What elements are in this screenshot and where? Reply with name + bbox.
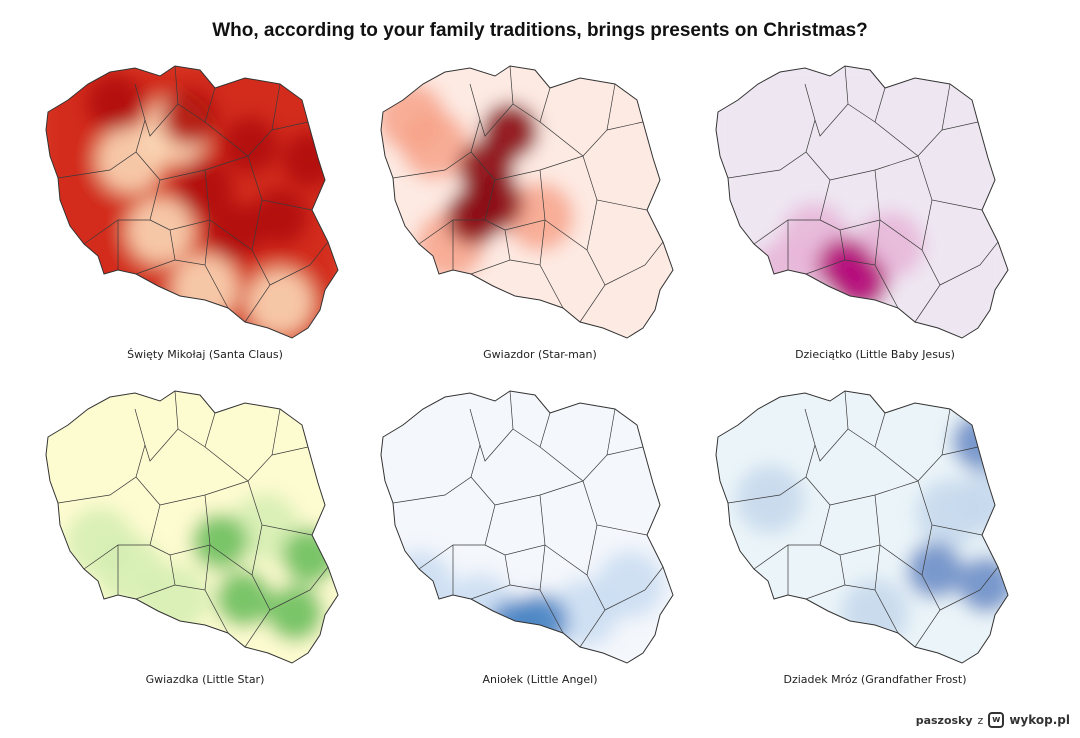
high-density-spot bbox=[162, 89, 218, 145]
high-density-spot bbox=[216, 570, 272, 627]
credit-user: paszosky bbox=[915, 713, 973, 727]
low-density-spot bbox=[736, 465, 804, 533]
map-title: Who, according to your family traditions… bbox=[212, 20, 868, 41]
region-border bbox=[814, 391, 849, 462]
region-border bbox=[819, 494, 881, 556]
density-layer bbox=[381, 66, 673, 338]
high-density-spot bbox=[282, 528, 338, 584]
high-density-spot bbox=[87, 74, 143, 131]
map-panel: Gwiazdka (Little Star) bbox=[40, 385, 370, 690]
density-layer bbox=[381, 391, 673, 663]
high-density-spot bbox=[446, 188, 502, 245]
low-density-spot bbox=[231, 493, 299, 562]
high-density-spot bbox=[907, 542, 963, 599]
wykop-logo-icon: w bbox=[988, 712, 1005, 728]
low-density-spot bbox=[386, 550, 454, 619]
region-border bbox=[479, 391, 514, 462]
region-border bbox=[939, 241, 999, 286]
region-border bbox=[606, 121, 644, 131]
map-panel: Święty Mikołaj (Santa Claus) bbox=[40, 60, 370, 365]
choropleth-map bbox=[715, 390, 1009, 664]
country-outline bbox=[380, 65, 674, 339]
country-outline bbox=[715, 390, 1009, 664]
map-panel: Dzieciątko (Little Baby Jesus) bbox=[710, 60, 1040, 365]
map-caption: Aniołek (Little Angel) bbox=[482, 673, 598, 686]
high-density-spot bbox=[482, 103, 538, 160]
high-density-spot bbox=[282, 131, 338, 188]
region-border bbox=[271, 446, 309, 456]
region-border bbox=[269, 241, 329, 286]
map-caption: Dzieciątko (Little Baby Jesus) bbox=[795, 348, 955, 361]
region-border bbox=[539, 264, 564, 309]
region-border bbox=[484, 494, 546, 556]
region-border bbox=[941, 446, 979, 456]
choropleth-map bbox=[45, 65, 339, 339]
region-border bbox=[269, 566, 329, 611]
credit: paszosky z w wykop.pl bbox=[916, 710, 1070, 730]
region-border bbox=[604, 566, 664, 611]
high-density-spot bbox=[192, 513, 248, 570]
region-border bbox=[144, 66, 179, 137]
credit-separator: z bbox=[977, 713, 984, 727]
country-outline bbox=[45, 390, 339, 664]
low-density-spot bbox=[506, 182, 574, 251]
region-border bbox=[874, 589, 899, 634]
choropleth-map bbox=[380, 390, 674, 664]
region-border bbox=[271, 121, 309, 131]
density-layer bbox=[46, 391, 338, 663]
region-border bbox=[819, 169, 881, 231]
region-border bbox=[204, 589, 229, 634]
region-border bbox=[539, 83, 616, 157]
region-border bbox=[604, 241, 664, 286]
region-border bbox=[814, 66, 849, 137]
region-border bbox=[149, 494, 211, 556]
low-density-spot bbox=[66, 507, 134, 576]
region-border bbox=[874, 264, 899, 309]
density-layer bbox=[716, 66, 1008, 338]
map-panel: Gwiazdor (Star-man) bbox=[375, 60, 705, 365]
map-caption: Gwiazdka (Little Star) bbox=[145, 673, 265, 686]
region-border bbox=[204, 408, 281, 482]
region-border bbox=[941, 121, 979, 131]
high-density-spot bbox=[267, 585, 323, 641]
high-density-spot bbox=[222, 117, 278, 174]
region-border bbox=[204, 83, 281, 157]
choropleth-map bbox=[715, 65, 1009, 339]
region-border bbox=[939, 566, 999, 611]
region-border bbox=[606, 446, 644, 456]
region-border bbox=[149, 169, 211, 231]
map-caption: Święty Mikołaj (Santa Claus) bbox=[127, 348, 283, 361]
low-density-spot bbox=[246, 268, 314, 337]
credit-site[interactable]: wykop.pl bbox=[1009, 713, 1070, 727]
low-density-spot bbox=[141, 564, 209, 633]
region-border bbox=[479, 66, 514, 137]
region-border bbox=[144, 391, 179, 462]
region-border bbox=[484, 169, 546, 231]
high-density-spot bbox=[252, 188, 308, 245]
low-density-spot bbox=[596, 550, 664, 619]
density-layer bbox=[46, 66, 338, 338]
choropleth-map bbox=[380, 65, 674, 339]
low-density-spot bbox=[126, 197, 194, 265]
choropleth-map bbox=[45, 390, 339, 664]
map-caption: Gwiazdor (Star-man) bbox=[483, 348, 597, 361]
high-density-spot bbox=[207, 203, 263, 259]
region-border bbox=[874, 408, 951, 482]
map-panel: Aniołek (Little Angel) bbox=[375, 385, 705, 690]
region-border bbox=[204, 264, 229, 309]
country-outline bbox=[715, 65, 1009, 339]
region-border bbox=[539, 408, 616, 482]
map-panel: Dziadek Mróz (Grandfather Frost) bbox=[710, 385, 1040, 690]
country-outline bbox=[380, 390, 674, 664]
density-layer bbox=[716, 391, 1008, 663]
high-density-spot bbox=[177, 160, 233, 217]
high-density-spot bbox=[952, 414, 1008, 470]
region-border bbox=[874, 83, 951, 157]
region-border bbox=[539, 589, 564, 634]
map-caption: Dziadek Mróz (Grandfather Frost) bbox=[783, 673, 967, 686]
country-outline bbox=[45, 65, 339, 339]
